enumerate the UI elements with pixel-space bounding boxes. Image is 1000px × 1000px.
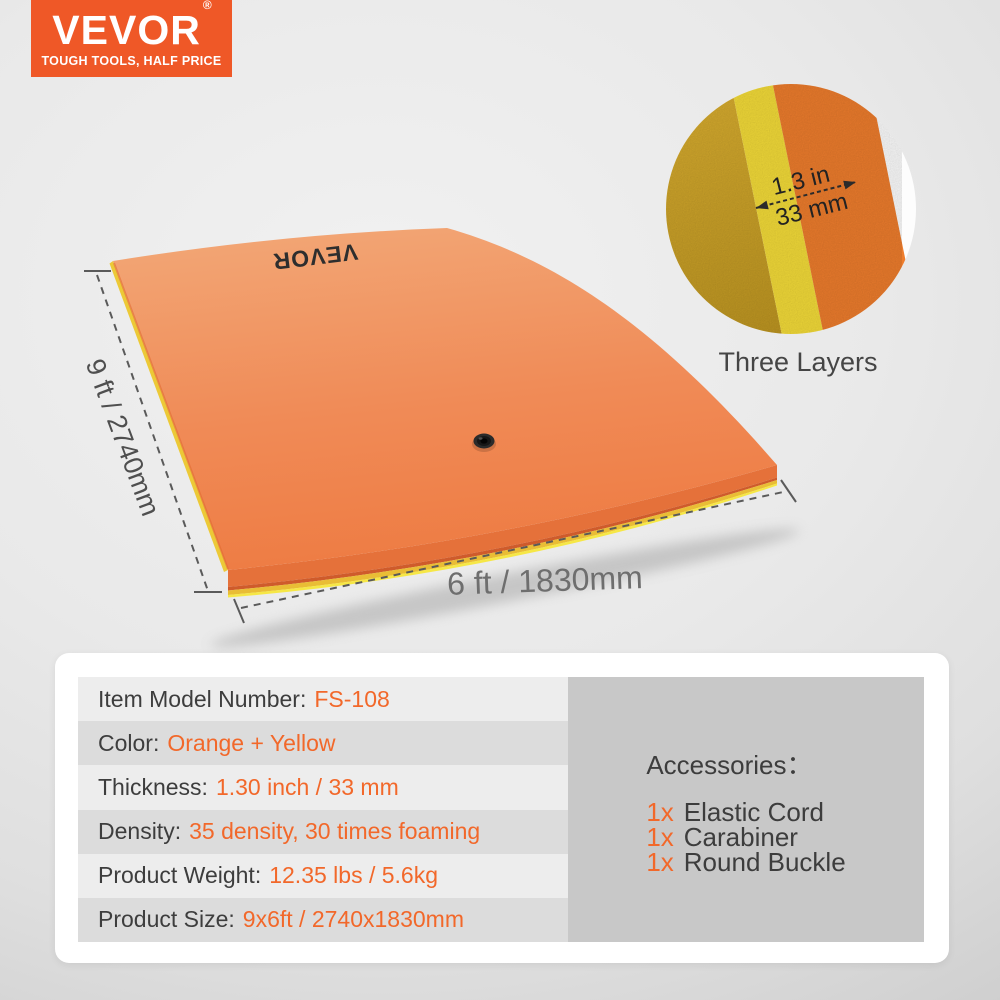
thickness-arrow: [755, 180, 857, 210]
spec-label: Density:: [98, 818, 182, 845]
accessory-name: Round Buckle: [683, 846, 846, 877]
grommet: [472, 433, 496, 452]
spec-value: 35 density, 30 times foaming: [189, 818, 481, 845]
spec-row-model: Item Model Number: FS-108: [78, 677, 568, 722]
accessories-content: Accessories： 1x Elastic Cord 1x Carabiner …: [646, 745, 845, 875]
spec-value: 12.35 lbs / 5.6kg: [269, 862, 439, 889]
accessory-item: 1x Round Buckle: [646, 846, 846, 877]
spec-label: Item Model Number:: [98, 685, 307, 712]
mat-top-surface: [113, 228, 777, 570]
brand-name: VEVOR®: [52, 0, 211, 53]
accessory-qty: 1x: [646, 846, 674, 877]
spec-row-density: Density: 35 density, 30 times foaming: [78, 809, 568, 854]
accessories-title: Accessories：: [646, 749, 813, 780]
spec-row-size: Product Size: 9x6ft / 2740x1830mm: [78, 897, 568, 942]
spec-value: Orange + Yellow: [167, 729, 336, 756]
spec-label: Product Size:: [98, 906, 235, 933]
mat-front-layers: [228, 465, 777, 598]
accessory-name: Elastic Cord: [683, 796, 824, 827]
spec-value: 1.30 inch / 33 mm: [215, 773, 399, 800]
spec-value: FS-108: [314, 685, 390, 712]
accessory-item: 1x Carabiner: [646, 821, 845, 852]
spec-row-color: Color: Orange + Yellow: [78, 721, 568, 766]
spec-card: Item Model Number: FS-108 Color: Orange …: [55, 653, 949, 963]
spec-value: 9x6ft / 2740x1830mm: [242, 906, 464, 933]
mat-shadow: [210, 529, 800, 647]
accessory-qty: 1x: [646, 821, 674, 852]
spec-label: Color:: [98, 729, 160, 756]
inset-caption: Three Layers: [718, 347, 877, 377]
width-dimension-line: [233, 479, 797, 624]
registered-mark: ®: [202, 0, 213, 12]
mat-left-yellow-layer: [109, 261, 228, 572]
spec-label: Thickness:: [98, 773, 208, 800]
spec-row-weight: Product Weight: 12.35 lbs / 5.6kg: [78, 853, 568, 898]
mat-left-edge: [113, 262, 229, 570]
vevor-logo: VEVOR® TOUGH TOOLS, HALF PRICE: [31, 0, 232, 77]
length-dimension-line: [84, 270, 222, 593]
accessories-box: Accessories： 1x Elastic Cord 1x Carabiner …: [568, 677, 924, 942]
brand-name-text: VEVOR: [52, 6, 201, 53]
width-dimension-label: 6 ft / 1830mm: [447, 559, 644, 602]
accessory-qty: 1x: [646, 796, 674, 827]
accessory-name: Carabiner: [683, 821, 798, 852]
spec-row-thickness: Thickness: 1.30 inch / 33 mm: [78, 765, 568, 810]
accessory-item: 1x Elastic Cord: [646, 796, 845, 827]
spec-label: Product Weight:: [98, 862, 262, 889]
brand-tagline: TOUGH TOOLS, HALF PRICE: [41, 53, 222, 68]
product-scene: VEVOR 9 ft / 2740mm 6 ft / 1830mm: [80, 84, 916, 647]
spec-table: Item Model Number: FS-108 Color: Orange …: [78, 677, 568, 942]
